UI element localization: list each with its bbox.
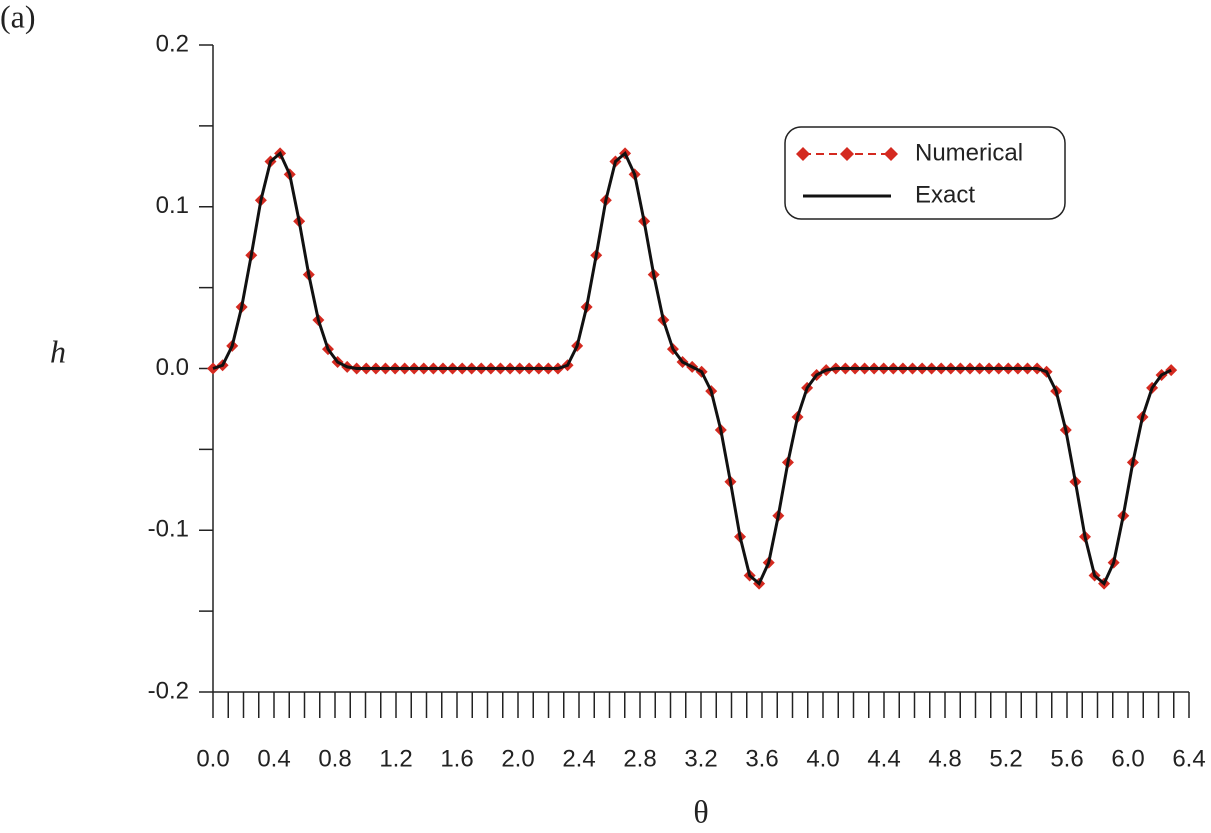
panel-label: (a) — [0, 0, 36, 34]
legend-label: Exact — [915, 181, 975, 208]
x-tick-label: 3.6 — [745, 745, 778, 772]
x-tick-label: 4.8 — [928, 745, 961, 772]
legend-marker — [884, 147, 898, 161]
legend-marker — [796, 147, 810, 161]
y-tick-label: -0.2 — [148, 677, 189, 704]
y-tick-label: 0.0 — [156, 354, 189, 381]
legend-marker — [840, 147, 854, 161]
x-tick-label: 2.4 — [562, 745, 595, 772]
x-axis-label: θ — [693, 793, 708, 829]
x-tick-label: 5.6 — [1050, 745, 1083, 772]
x-tick-label: 0.0 — [196, 745, 229, 772]
x-tick-label: 0.8 — [318, 745, 351, 772]
x-tick-label: 0.4 — [257, 745, 290, 772]
x-tick-label: 5.2 — [989, 745, 1022, 772]
legend-label: Numerical — [915, 139, 1023, 166]
x-tick-label: 2.8 — [623, 745, 656, 772]
y-tick-label: 0.1 — [156, 192, 189, 219]
y-axis-label: h — [50, 333, 66, 369]
series-line — [212, 150, 1172, 587]
x-tick-label: 6.0 — [1111, 745, 1144, 772]
x-tick-label: 1.2 — [379, 745, 412, 772]
x-tick-label: 2.0 — [501, 745, 534, 772]
x-tick-label: 4.0 — [806, 745, 839, 772]
y-tick-label: 0.2 — [156, 30, 189, 57]
x-tick-label: 3.2 — [684, 745, 717, 772]
x-tick-label: 6.4 — [1172, 745, 1205, 772]
x-tick-label: 1.6 — [440, 745, 473, 772]
y-tick-label: -0.1 — [148, 516, 189, 543]
x-tick-label: 4.4 — [867, 745, 900, 772]
